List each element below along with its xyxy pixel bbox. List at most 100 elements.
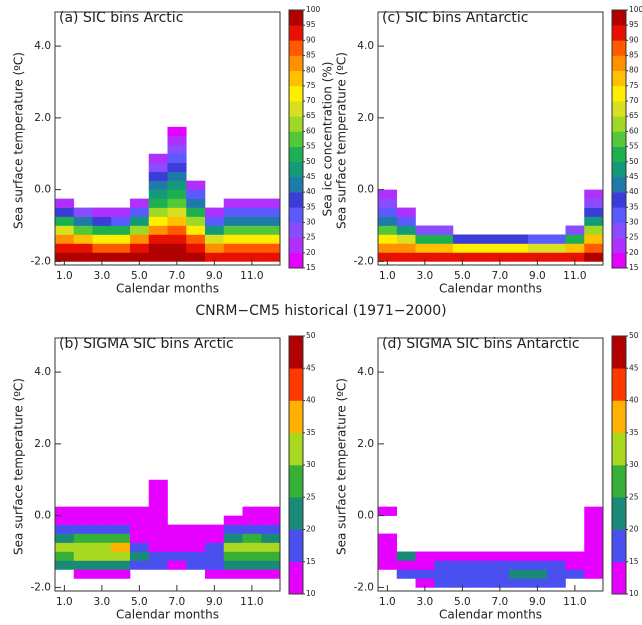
x-tick-label: 9.0 <box>529 270 546 282</box>
heat-cell <box>509 551 529 561</box>
heat-cell <box>167 162 187 172</box>
colorbar-label: 45 <box>629 363 639 372</box>
heat-cell <box>73 506 93 516</box>
heat-cell <box>546 252 566 262</box>
colorbar-label: 95 <box>629 20 639 29</box>
heat-cell <box>584 225 603 235</box>
heat-cell <box>415 234 435 244</box>
colorbar-swatch <box>612 368 626 401</box>
heat-cell <box>261 207 280 217</box>
heat-cell <box>242 515 262 525</box>
heat-cell <box>223 515 243 525</box>
heat-cell <box>471 551 491 561</box>
heat-cell <box>565 252 585 262</box>
heat-cell <box>167 234 187 244</box>
y-tick-label: 0.0 <box>357 184 374 196</box>
heat-cell <box>186 180 206 190</box>
colorbar-label: 100 <box>306 5 321 14</box>
heat-cell <box>471 234 491 244</box>
heat-cell <box>415 225 435 235</box>
heat-cell <box>584 506 603 516</box>
heat-cell <box>378 234 398 244</box>
heat-cell <box>509 569 529 579</box>
colorbar-label: 30 <box>629 217 639 226</box>
colorbar-swatch <box>289 336 303 369</box>
colorbar-swatch <box>289 25 303 41</box>
heat-cell <box>55 551 75 561</box>
heat-cell <box>434 551 454 561</box>
colorbar-swatch <box>289 192 303 208</box>
panel-title: (d) SIGMA SIC bins Antarctic <box>382 336 580 352</box>
heat-cell <box>92 225 112 235</box>
heat-cell <box>261 533 280 543</box>
heat-cell <box>415 578 435 588</box>
heat-cell <box>130 252 150 262</box>
y-tick-label: 4.0 <box>34 40 51 52</box>
heat-cell <box>148 234 168 244</box>
heat-cell <box>378 533 398 543</box>
y-tick-label: 0.0 <box>34 510 51 522</box>
colorbar-label: 40 <box>306 396 316 405</box>
colorbar-swatch <box>289 400 303 434</box>
heat-cell <box>378 551 398 561</box>
heat-cell <box>130 234 150 244</box>
heat-cell <box>55 560 75 570</box>
heat-cell <box>205 560 225 570</box>
heat-cell <box>130 551 150 561</box>
heat-cell <box>528 578 548 588</box>
heat-cell <box>186 189 206 199</box>
heat-cell <box>148 560 168 570</box>
colorbar-swatch <box>612 116 626 132</box>
heat-cell <box>186 243 206 253</box>
heat-cell <box>148 189 168 199</box>
heat-cell <box>55 515 75 525</box>
heat-cell <box>261 252 280 262</box>
x-tick-label: 5.0 <box>454 270 471 282</box>
heat-cell <box>396 234 416 244</box>
y-tick-label: -2.0 <box>31 255 52 267</box>
colorbar-label: 35 <box>629 202 639 211</box>
colorbar-label: 85 <box>306 51 316 60</box>
x-tick-label: 3.0 <box>94 270 111 282</box>
colorbar-label: 40 <box>306 187 316 196</box>
x-tick-label: 1.0 <box>56 270 73 282</box>
heat-cell <box>55 524 75 534</box>
heat-cell <box>148 171 168 181</box>
colorbar-label: 80 <box>306 66 316 75</box>
plot-frame <box>377 11 604 266</box>
colorbar-swatch <box>289 432 303 466</box>
colorbar-label: 55 <box>629 142 639 151</box>
heat-cell <box>396 560 416 570</box>
heat-cell <box>261 234 280 244</box>
heat-cell <box>130 542 150 552</box>
colorbar-swatch <box>612 252 626 269</box>
colorbar-swatch <box>612 497 626 530</box>
heat-cell <box>92 506 112 516</box>
heat-cell <box>528 234 548 244</box>
colorbar-label: 25 <box>306 233 316 242</box>
heat-cell <box>111 560 131 570</box>
heat-cell <box>242 252 262 262</box>
heat-cell <box>167 144 187 155</box>
heat-cell <box>546 234 566 244</box>
heat-cell <box>261 243 280 253</box>
colorbar-swatch <box>289 116 303 132</box>
heat-cell <box>223 225 243 235</box>
heat-cell <box>434 234 454 244</box>
colorbar-swatch <box>612 101 626 117</box>
heat-cell <box>73 569 93 579</box>
heat-cell <box>378 207 398 217</box>
heat-cell <box>378 542 398 552</box>
heat-cell <box>205 207 225 217</box>
y-axis-label: Sea surface temperature (ºC) <box>335 52 349 229</box>
x-tick-label: 9.0 <box>206 270 223 282</box>
x-tick-label: 11.0 <box>563 270 586 282</box>
heat-cell <box>453 560 473 570</box>
colorbar-swatch <box>289 497 303 530</box>
colorbar-swatch <box>612 222 626 238</box>
heat-cell <box>415 569 435 579</box>
colorbar-swatch <box>289 131 303 147</box>
heat-cell <box>584 243 603 253</box>
heat-cell <box>223 524 243 534</box>
heat-cell <box>55 216 75 226</box>
